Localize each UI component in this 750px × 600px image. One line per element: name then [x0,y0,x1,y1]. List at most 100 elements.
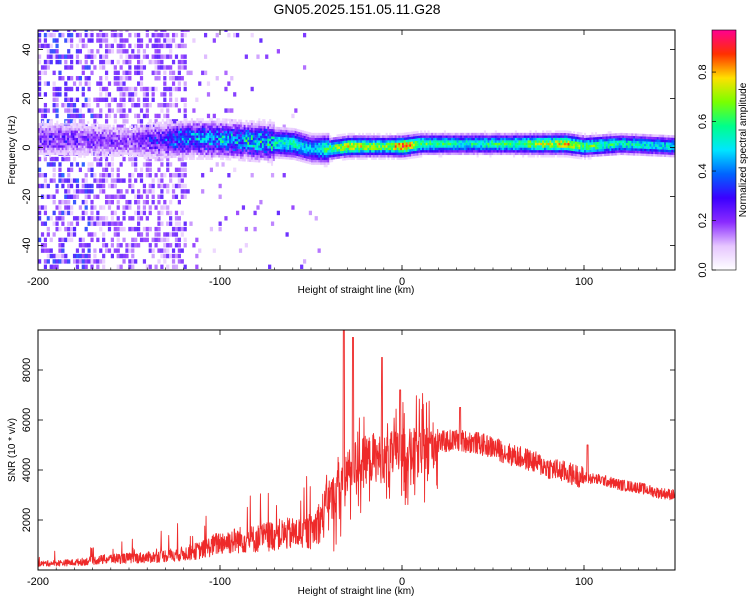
spectrogram-band-cell [250,152,254,155]
spectrogram-band-cell [556,150,559,153]
spectrogram-band-cell [254,154,257,158]
spectrogram-band-cell [218,145,221,148]
spectrogram-band-cell [136,144,139,148]
spectrogram-band-cell [65,137,68,141]
spectrogram-band-cell [409,153,412,157]
spectrogram-band-cell [108,136,112,140]
spectrogram-band-cell [39,132,42,136]
spectrogram-band-cell [169,143,172,146]
spectrogram-band-cell [41,142,44,146]
spectrogram-band-cell [403,137,406,141]
spectrogram-band-cell [409,141,412,145]
spectrogram-band-cell [456,137,459,141]
spectrogram-band-cell [294,150,297,154]
spectrogram-band-cell [341,143,345,146]
spectrogram-noise-cell [40,65,45,70]
spectrogram-band-cell [434,152,437,156]
spectrogram-band-cell [214,142,217,146]
spectrogram-band-cell [123,144,126,148]
spectrogram-band-cell [81,150,84,153]
spectrogram-band-cell [485,150,488,153]
spectrogram-band-cell [409,136,412,140]
spectrogram-band-cell [130,149,133,153]
spectrogram-noise-cell [142,54,147,59]
spectrogram-noise-cell [169,216,173,221]
spectrogram-band-cell [301,157,304,160]
spectrogram-band-cell [361,157,365,160]
spectrogram-band-cell [129,145,132,148]
spectrogram-band-cell [487,132,490,136]
spectrogram-noise-cell [177,59,181,65]
spectrogram-band-cell [272,124,275,127]
spectrogram-noise-cell [171,264,176,270]
spectrogram-noise-cell [99,259,103,264]
spectrogram-band-cell [149,141,152,145]
spectrogram-band-cell [578,144,581,147]
spectrogram-noise-cell [70,178,74,183]
spectrogram-band-cell [405,156,408,160]
spectrogram-noise-cell [87,243,91,248]
spectrogram-band-cell [500,145,503,148]
spectrogram-band-cell [79,138,82,141]
spectrogram-noise-cell [128,59,132,65]
spectrogram-noise-cell [116,237,120,243]
spectrogram-noise-cell [163,243,167,248]
spectrogram-noise-cell [113,81,117,86]
spectrogram-band-cell [78,137,81,141]
spectrogram-noise-cell [102,173,106,178]
spectrogram-band-cell [179,150,183,153]
spectrogram-band-cell [321,162,325,165]
spectrogram-band-cell [438,145,441,148]
spectrogram-noise-cell [163,30,167,32]
spectrogram-noise-cell [139,108,144,113]
spectrogram-band-cell [340,153,343,157]
spectrogram-noise-cell [61,237,65,243]
spectrogram-band-cell [425,152,428,156]
spectrogram-band-cell [287,127,290,131]
spectrogram-band-cell [411,141,414,145]
spectrogram-band-cell [573,138,576,142]
spectrogram-band-cell [207,152,210,156]
spectrogram-noise-cell [49,32,53,38]
spectrogram-band-cell [187,130,190,134]
spectrogram-noise-cell [99,113,103,119]
spectrogram-noise-cell [139,81,144,86]
spectrogram-band-cell [285,129,288,133]
spectrogram-band-cell [263,150,266,154]
spectrogram-band-cell [336,156,339,159]
spectrogram-noise-cell [198,248,202,253]
spectrogram-band-cell [327,150,330,153]
spectrogram-band-cell [212,147,215,151]
spectrogram-band-cell [294,128,297,132]
spectrogram-band-cell [185,154,188,158]
spectrogram-band-cell [58,147,61,151]
spectrogram-noise-cell [55,86,59,92]
spectrogram-band-cell [312,145,315,148]
spectrogram-noise-cell [87,102,91,108]
spectrogram-noise-cell [134,92,138,97]
spectrogram-noise-cell [134,237,138,243]
spectrogram-band-cell [354,150,357,153]
spectrogram-band-cell [442,147,445,151]
spectrogram-band-cell [576,153,579,157]
spectrogram-band-cell [463,140,466,143]
spectrogram-band-cell [190,130,193,134]
spectrogram-band-cell [507,140,510,143]
spectrogram-noise-cell [49,264,53,270]
spectrogram-band-cell [179,135,183,139]
spectrogram-noise-cell [64,102,68,108]
spectrogram-noise-cell [160,92,164,97]
spectrogram-band-cell [227,157,230,161]
spectrogram-band-cell [249,132,252,135]
spectrogram-band-cell [78,150,81,153]
spectrogram-band-cell [493,137,496,141]
spectrogram-band-cell [412,133,416,137]
spectrogram-band-cell [74,130,77,134]
spectrogram-noise-cell [49,156,53,162]
spectrogram-band-cell [127,145,130,148]
spectrogram-noise-cell [93,113,97,119]
spectrogram-noise-cell [99,216,103,221]
spectrogram-band-cell [418,152,421,156]
spectrogram-noise-cell [90,210,94,216]
spectrogram-band-cell [522,154,525,158]
